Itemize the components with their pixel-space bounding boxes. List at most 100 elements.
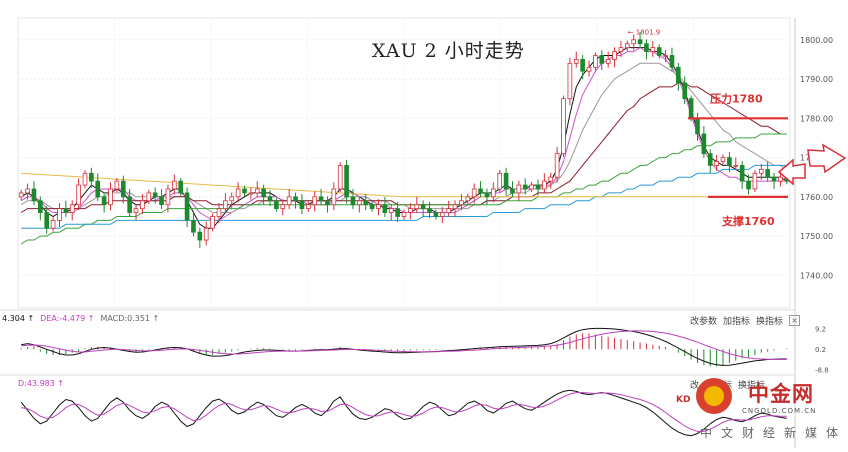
macd-legend: 4.304 ↑ DEA:-4.479 ↑ MACD:0.351 ↑ — [2, 314, 159, 323]
candle-body — [363, 200, 369, 206]
candle-body — [101, 196, 107, 206]
price-tick-label: 1750.00 — [800, 232, 833, 241]
macd-dea-value: DEA:-4.479 ↑ — [40, 314, 95, 323]
candle — [497, 170, 503, 193]
candle — [127, 188, 132, 217]
candle-body — [714, 161, 719, 166]
candle — [420, 200, 426, 217]
macd-dif-value: 4.304 ↑ — [2, 314, 35, 323]
kdj-d-value: D:43.983 ↑ — [18, 379, 65, 388]
candle — [63, 200, 69, 217]
candle-body — [191, 219, 196, 233]
candle — [471, 183, 477, 204]
candle-body — [312, 196, 317, 206]
candle-body — [369, 204, 375, 210]
candle — [197, 227, 203, 248]
candle-body — [293, 196, 298, 202]
candle — [325, 196, 330, 213]
candle-body — [471, 188, 477, 198]
candle — [108, 182, 113, 211]
candle-body — [765, 168, 770, 178]
candle — [133, 204, 139, 221]
macd-dea-line — [21, 330, 787, 360]
candle-body — [637, 39, 643, 45]
candle — [38, 196, 43, 221]
candle-body — [152, 192, 158, 198]
candle — [293, 192, 298, 209]
macd-panel: 9.2 0.2 -8.8 — [20, 325, 829, 374]
macd-switch-indicator-button[interactable]: 换指标 — [756, 317, 784, 327]
kdj-d-line — [21, 392, 787, 432]
candle-body — [644, 43, 649, 52]
candle-body — [580, 59, 585, 72]
candle — [25, 183, 30, 200]
candle-body — [446, 208, 451, 213]
candle-body — [408, 208, 413, 213]
candle-body — [165, 188, 171, 206]
candle — [140, 194, 145, 215]
candle — [516, 180, 522, 201]
candle — [522, 178, 528, 195]
candle — [656, 44, 662, 59]
candle — [120, 175, 126, 204]
price-tick-label: 1740.00 — [800, 271, 833, 280]
candle-body — [159, 196, 164, 206]
candle-body — [733, 165, 739, 167]
support-resistance-levels: 压力1780 支撑1760 — [688, 91, 788, 228]
candle-body — [535, 184, 541, 190]
candle — [350, 188, 356, 210]
macd-params-button[interactable]: 改参数 — [690, 317, 718, 327]
candle-body — [586, 66, 592, 72]
candle — [57, 203, 62, 228]
macd-dif-line — [21, 327, 787, 366]
candle-body — [178, 180, 184, 194]
candle — [548, 172, 554, 189]
candle-body — [184, 192, 190, 221]
candle — [580, 55, 585, 80]
candle — [631, 34, 637, 51]
candle — [344, 159, 349, 204]
candle-body — [395, 208, 400, 217]
ma-line-orange — [21, 172, 787, 198]
candle-body — [656, 47, 662, 56]
candle-body — [478, 188, 483, 194]
candle — [203, 221, 209, 246]
candle-body — [18, 192, 24, 198]
candle-body — [739, 165, 745, 182]
macd-add-indicator-button[interactable]: 加指标 — [723, 317, 751, 327]
candle — [337, 162, 343, 193]
candle — [312, 191, 317, 212]
candle — [357, 196, 362, 213]
candle-body — [235, 188, 241, 198]
candle — [331, 182, 337, 211]
candle-body — [82, 172, 88, 186]
kdj-legend: D:43.983 ↑ — [18, 379, 64, 388]
candle-body — [261, 188, 266, 198]
candle — [152, 187, 158, 204]
candle-body — [771, 176, 777, 182]
candle-body — [503, 172, 509, 190]
candle — [382, 196, 388, 217]
candle-body — [76, 184, 81, 206]
candle — [676, 62, 681, 91]
candle — [618, 40, 624, 58]
kdj-params-button[interactable]: 改 — [690, 381, 700, 391]
candle-body — [669, 55, 675, 68]
candle-body — [420, 204, 426, 210]
kdj-switch-indicator-button[interactable]: 换指标 — [738, 381, 766, 391]
chart-title: XAU 2 小时走势 — [372, 40, 525, 62]
candle-body — [631, 39, 637, 45]
candle-body — [758, 168, 764, 174]
candle-body — [516, 184, 522, 194]
candle — [44, 205, 50, 234]
candle-body — [688, 98, 694, 119]
candle — [758, 163, 764, 180]
candle-body — [203, 227, 209, 241]
candle-body — [676, 66, 681, 84]
high-price-label: ← 1801.9 — [628, 28, 661, 36]
candle — [567, 57, 573, 106]
macd-close-button[interactable]: × — [789, 315, 801, 326]
candlesticks — [18, 31, 790, 248]
candle — [427, 201, 432, 219]
